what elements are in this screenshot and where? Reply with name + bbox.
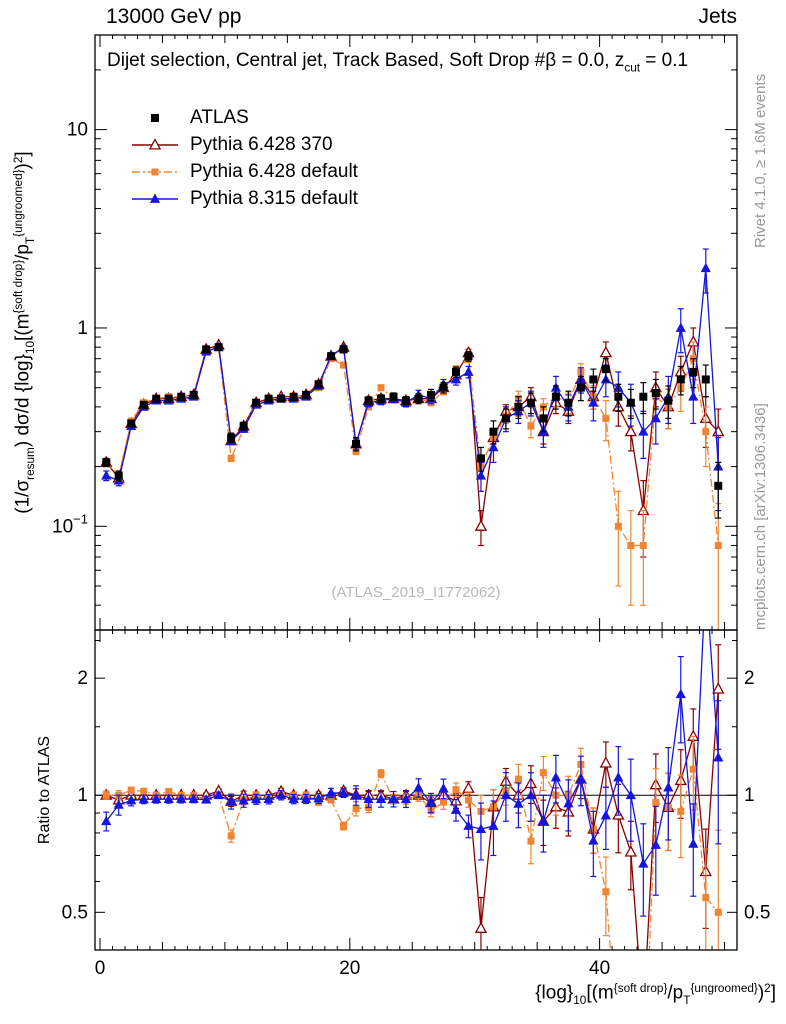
- legend-item: Pythia 8.315 default: [130, 185, 358, 212]
- triangle-marker-icon: [132, 193, 178, 203]
- square-marker-icon: [151, 113, 159, 122]
- triangle-marker-icon: [132, 137, 178, 150]
- ratio-axis-label: Ratio to ATLAS: [36, 735, 53, 845]
- svg-text:1: 1: [77, 785, 88, 806]
- legend: ATLAS Pythia 6.428 370 Pythia 6.428 defaul…: [130, 104, 358, 212]
- y-axis-label: (1/σresum) dσ/d {log}10[(m{soft drop}/pT…: [12, 151, 37, 514]
- svg-text:1: 1: [77, 318, 88, 339]
- plot-title: Dijet selection, Central jet, Track Base…: [107, 50, 689, 75]
- legend-label: Pythia 8.315 default: [190, 187, 358, 209]
- svg-text:0.5: 0.5: [62, 902, 88, 923]
- legend-item: Pythia 6.428 default: [130, 158, 358, 185]
- legend-label: ATLAS: [190, 106, 249, 128]
- svg-text:10−1: 10−1: [52, 511, 88, 537]
- legend-item: Pythia 6.428 370: [130, 131, 358, 158]
- legend-label: Pythia 6.428 370: [190, 133, 333, 155]
- square-marker-icon: [132, 168, 178, 175]
- svg-text:0: 0: [95, 958, 106, 979]
- svg-text:40: 40: [589, 958, 610, 979]
- svg-text:10: 10: [67, 120, 88, 141]
- legend-item: ATLAS: [130, 104, 358, 131]
- legend-label: Pythia 6.428 default: [190, 160, 358, 182]
- svg-text:2: 2: [77, 668, 88, 689]
- x-axis-label: {log}10[(m{soft drop}/pT{ungroomed})2]: [535, 982, 776, 1007]
- mcplots-reference-text: mcplots.cern.ch [arXiv:1306.3436]: [752, 403, 769, 630]
- svg-text:2: 2: [744, 668, 755, 689]
- svg-text:20: 20: [339, 958, 360, 979]
- svg-text:1: 1: [744, 785, 755, 806]
- analysis-id-watermark: (ATLAS_2019_I1772062): [331, 584, 501, 601]
- analysis-group-label: Jets: [698, 5, 737, 28]
- svg-text:0.5: 0.5: [744, 902, 770, 923]
- beam-energy-label: 13000 GeV pp: [106, 5, 242, 28]
- rivet-version-text: Rivet 4.1.0, ≥ 1.6M events: [752, 73, 769, 248]
